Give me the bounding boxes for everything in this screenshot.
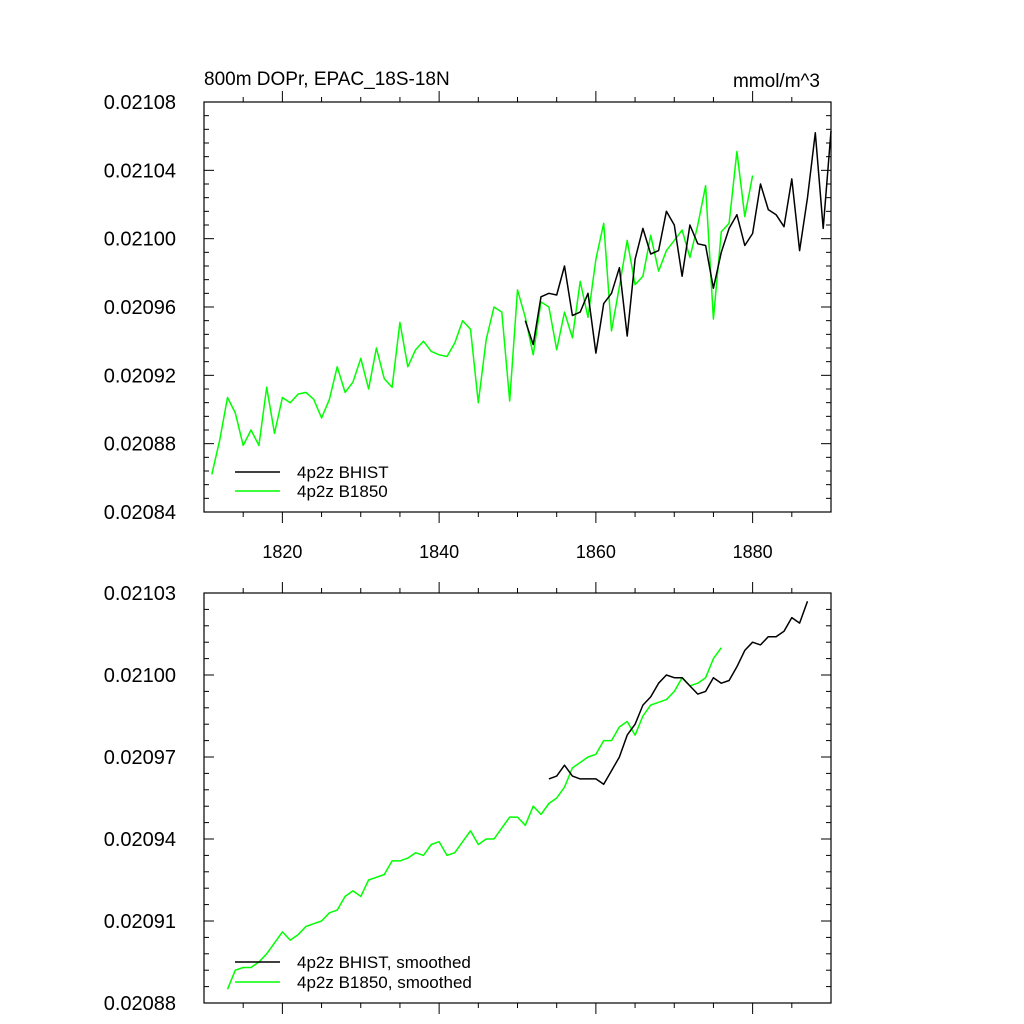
legend-label-b1850: 4p2z B1850 — [297, 482, 388, 501]
bottom-panel: 0.02088 0.02091 0.02094 0.02097 0.02100 0.021… — [104, 582, 832, 1015]
y-tick-label: 0.02097 — [104, 747, 176, 769]
y-tick-label: 0.02104 — [104, 160, 176, 182]
y-tick-label: 0.02100 — [104, 665, 176, 687]
series-line-4p2z-b1850-smoothed — [226, 647, 722, 990]
x-tick-label: 1840 — [419, 542, 459, 562]
units-label: mmol/m^3 — [733, 71, 820, 92]
y-tick-label: 0.02088 — [104, 993, 176, 1015]
y-tick-label: 0.02096 — [104, 297, 176, 319]
plot-frame — [203, 101, 832, 513]
series-line-4p2z-b1850 — [211, 150, 754, 475]
axis-ticks: 0.02088 0.02091 0.02094 0.02097 0.02100 0.021… — [104, 582, 831, 1015]
x-tick-label: 1820 — [262, 542, 302, 562]
plot-frame — [203, 592, 832, 1004]
axis-ticks: 0.02084 0.02088 0.02092 0.02096 0.02100 0.021… — [104, 91, 831, 562]
series-line-4p2z-bhist-smoothed — [548, 600, 809, 786]
y-tick-label: 0.02103 — [104, 583, 176, 605]
y-tick-label: 0.02100 — [104, 229, 176, 251]
x-tick-label: 1860 — [576, 542, 616, 562]
y-tick-label: 0.02091 — [104, 911, 176, 933]
chart-title: 800m DOPr, EPAC_18S-18N — [204, 69, 450, 90]
series-line-4p2z-bhist — [524, 130, 832, 354]
y-tick-label: 0.02108 — [104, 92, 176, 114]
data-series — [226, 600, 809, 990]
x-tick-label: 1880 — [733, 542, 773, 562]
legend: 4p2z BHIST 4p2z B1850 — [235, 463, 389, 501]
legend-label-b1850-smoothed: 4p2z B1850, smoothed — [297, 973, 472, 992]
data-series — [211, 130, 832, 475]
y-tick-label: 0.02084 — [104, 502, 176, 524]
top-panel: 800m DOPr, EPAC_18S-18N mmol/m^3 0.02084… — [104, 69, 832, 562]
y-tick-label: 0.02094 — [104, 829, 176, 851]
legend: 4p2z BHIST, smoothed 4p2z B1850, smoothe… — [235, 953, 472, 992]
legend-label-bhist: 4p2z BHIST — [297, 463, 389, 482]
y-tick-label: 0.02088 — [104, 434, 176, 456]
y-tick-label: 0.02092 — [104, 365, 176, 387]
legend-label-bhist-smoothed: 4p2z BHIST, smoothed — [297, 953, 471, 972]
